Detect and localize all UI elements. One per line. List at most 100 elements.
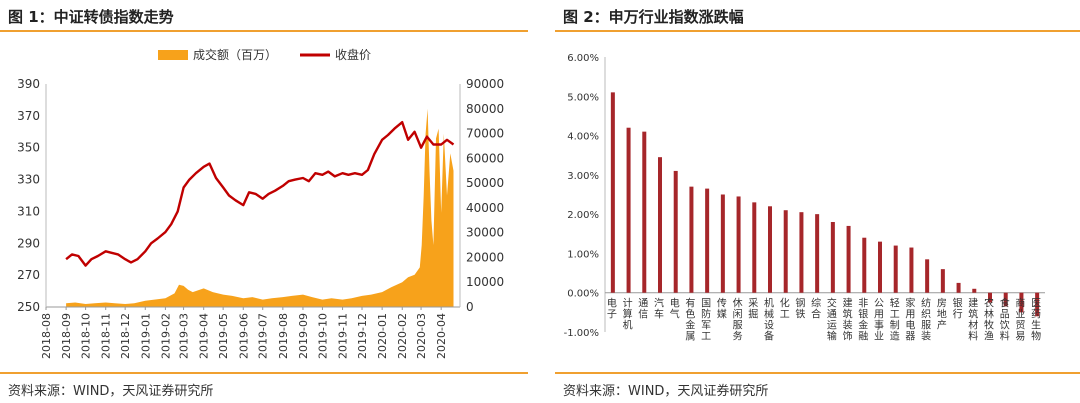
industry-category-label: 纺织服装 (921, 297, 931, 343)
chart1-x-tick-label: 2019-02 (159, 313, 172, 359)
chart1-right-tick-label: 0 (466, 300, 474, 314)
chart1-x-tick-label: 2019-11 (337, 313, 350, 359)
chart1-x-tick-label: 2019-06 (237, 313, 250, 359)
industry-bar (893, 245, 898, 293)
industry-category-label: 综合 (811, 297, 821, 321)
industry-category-label: 有色金属 (685, 297, 695, 343)
chart1-left-tick-label: 270 (17, 268, 40, 282)
chart1-x-tick-label: 2019-04 (198, 313, 211, 359)
industry-category-label: 通信 (638, 298, 648, 321)
figure-1-panel: 图 1：中证转债指数走势 成交额（百万） 收盘价 250 270 290 310 330… (0, 0, 528, 403)
industry-bar (1019, 292, 1024, 313)
chart1-plot-area: 250 270 290 310 330 350 370 390 0 10000 20000 30000… (17, 77, 504, 359)
chart2-y-tick-label: 0.00% (567, 289, 599, 300)
industry-bar (658, 157, 662, 293)
figure-2-bottom-rule (555, 372, 1080, 374)
industry-bar (846, 225, 851, 293)
convertible-bond-index-chart: 成交额（百万） 收盘价 250 270 290 310 330 350 370 390 0 100… (17, 47, 504, 359)
chart1-right-tick-label: 50000 (466, 176, 504, 190)
industry-category-label: 汽车 (654, 297, 664, 321)
industry-bar (673, 170, 678, 293)
industry-category-label: 银行 (953, 297, 963, 321)
chart2-y-tick-label: 1.00% (567, 249, 599, 260)
chart2-plot-area: -1.00% 0.00% 1.00% 2.00% 3.00% 4.00% 5.00% 6.00… (564, 53, 1045, 343)
industry-category-label: 交通运输 (827, 297, 837, 343)
industry-category-label: 国防军工 (701, 298, 711, 343)
industry-bar (610, 92, 615, 293)
industry-bar (736, 196, 741, 293)
chart1-left-tick-label: 350 (17, 141, 40, 155)
industry-bar (689, 186, 694, 293)
figure-1-source: 资料来源：WIND，天风证券研究所 (8, 384, 214, 399)
industry-bar (705, 188, 710, 293)
chart1-x-tick-label: 2018-09 (60, 313, 73, 359)
chart1-right-tick-label: 40000 (466, 201, 504, 215)
industry-bar (1003, 292, 1008, 307)
chart2-y-tick-label: -1.00% (564, 328, 599, 339)
chart1-left-tick-label: 290 (17, 236, 40, 250)
figure-2-top-rule (555, 30, 1080, 32)
figure-2-title: 图 2：申万行业指数涨跌幅 (563, 8, 744, 26)
chart1-right-tick-label: 60000 (466, 151, 504, 165)
industry-bar (720, 194, 725, 293)
industry-bar (909, 247, 914, 293)
chart1-legend: 成交额（百万） 收盘价 (158, 47, 371, 62)
chart1-x-tick-label: 2018-12 (119, 313, 132, 359)
industry-bar (642, 131, 647, 293)
figure-2-source: 资料来源：WIND，天风证券研究所 (563, 384, 769, 399)
industry-bar (815, 214, 820, 293)
legend-volume-label: 成交额（百万） (193, 47, 277, 62)
chart1-right-tick-label: 80000 (466, 102, 504, 116)
industry-category-label: 化工 (780, 297, 790, 321)
industry-bar (1035, 292, 1040, 317)
chart1-x-tick-label: 2019-07 (257, 313, 270, 359)
chart1-x-tick-label: 2020-02 (396, 313, 409, 359)
chart1-right-tick-label: 10000 (466, 275, 504, 289)
industry-bar (940, 269, 945, 293)
industry-bar (862, 237, 867, 293)
chart2-y-tick-label: 4.00% (567, 132, 599, 143)
chart1-x-tick-label: 2020-01 (376, 313, 389, 359)
industry-bar (925, 259, 930, 293)
chart1-left-tick-label: 390 (17, 77, 40, 91)
figure-1-title: 图 1：中证转债指数走势 (8, 8, 174, 26)
sw-industry-return-chart: -1.00% 0.00% 1.00% 2.00% 3.00% 4.00% 5.00% 6.00… (564, 53, 1045, 343)
industry-category-label: 采掘 (748, 298, 758, 321)
industry-category-label: 传媒 (717, 298, 727, 321)
industry-category-label: 医药生物 (1031, 298, 1041, 343)
figure-2-panel: 图 2：申万行业指数涨跌幅 -1.00% 0.00% 1.00% 2.00% 3.00%… (555, 0, 1080, 403)
chart1-x-tick-label: 2019-01 (139, 313, 152, 359)
industry-bar (972, 288, 977, 293)
industry-category-label: 钢铁 (795, 297, 805, 321)
chart1-x-tick-label: 2020-03 (415, 313, 428, 359)
industry-category-label: 商业贸易 (1015, 297, 1025, 343)
industry-category-label: 电子 (607, 297, 617, 321)
chart1-left-tick-label: 330 (17, 173, 40, 187)
industry-category-label: 轻工制造 (890, 297, 900, 343)
chart1-x-tick-label: 2019-10 (316, 313, 329, 359)
industry-category-label: 公用事业 (874, 299, 884, 343)
chart1-x-tick-label: 2020-04 (435, 313, 448, 359)
industry-category-label: 家用电器 (905, 297, 915, 343)
close-price-line-series (65, 120, 455, 267)
chart1-x-tick-label: 2018-10 (80, 313, 93, 359)
industry-bar (956, 282, 961, 293)
chart1-right-tick-label: 30000 (466, 226, 504, 240)
industry-category-label: 休闲服务 (733, 298, 743, 343)
industry-category-label: 非银金融 (858, 298, 868, 343)
industry-category-label: 机械设备 (764, 297, 774, 343)
volume-area-series (66, 108, 454, 307)
industry-category-label: 建筑装饰 (843, 297, 853, 343)
chart1-x-tick-label: 2019-09 (297, 313, 310, 359)
industry-category-label: 计算机 (623, 297, 633, 332)
chart1-x-tick-label: 2019-08 (277, 313, 290, 359)
chart1-x-tick-label: 2019-03 (178, 313, 191, 359)
figure-1-top-rule (0, 30, 528, 32)
industry-bar (783, 210, 788, 293)
chart1-left-tick-label: 250 (17, 300, 40, 314)
industry-category-label: 房地产 (937, 297, 947, 332)
legend-volume-swatch (158, 50, 188, 60)
chart1-left-tick-label: 310 (17, 204, 40, 218)
industry-category-label: 建筑材料 (968, 297, 978, 343)
chart1-right-tick-label: 90000 (466, 77, 504, 91)
